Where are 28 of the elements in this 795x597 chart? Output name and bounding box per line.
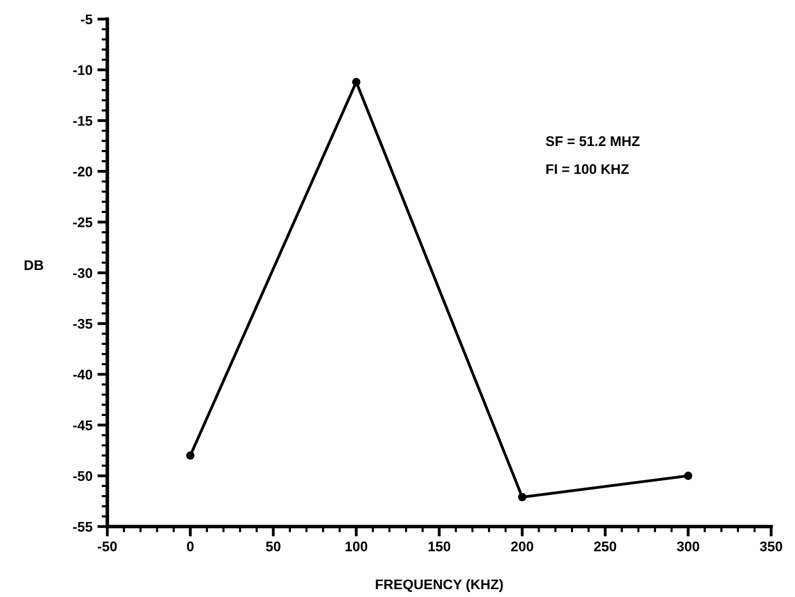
x-axis-title: FREQUENCY (KHZ) <box>376 579 503 592</box>
y-tick-label: -55 <box>73 522 92 532</box>
x-tick-label: 300 <box>676 542 700 552</box>
point <box>518 492 526 502</box>
x-tick-label: 50 <box>266 542 280 552</box>
y-tick-label: -40 <box>73 370 92 380</box>
y-tick-label: -30 <box>73 268 92 278</box>
y-tick-label: -45 <box>73 420 92 430</box>
x-tick-label: 250 <box>594 542 616 552</box>
x-tick-label: 150 <box>428 542 450 552</box>
y-tick-label: -35 <box>73 318 92 329</box>
x-tick-label: 200 <box>511 542 534 552</box>
x-tick-label: 0 <box>186 542 194 552</box>
x-tick-label: 100 <box>346 542 368 552</box>
y-tick-label: -5 <box>80 14 92 24</box>
x-tick-label: 350 <box>760 542 782 552</box>
point <box>186 451 194 460</box>
y-tick-label: -10 <box>73 65 92 76</box>
x-tick-label: -50 <box>98 542 117 552</box>
y-tick-label: -50 <box>73 471 92 481</box>
point <box>352 78 360 86</box>
y-tick-label: -20 <box>73 166 92 177</box>
annotation: SF = 51.2 MHZ <box>546 136 640 146</box>
y-tick-label: -25 <box>73 217 92 228</box>
point <box>684 472 692 480</box>
annotation: FI = 100 KHZ <box>546 164 629 174</box>
y-axis-title: DB <box>24 260 44 270</box>
y-tick-label: -15 <box>73 116 92 126</box>
